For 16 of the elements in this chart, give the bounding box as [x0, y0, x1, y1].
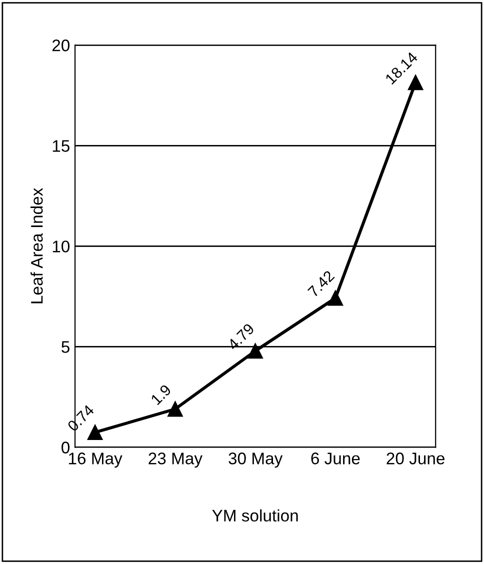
data-label: 0.74: [66, 404, 95, 432]
y-tick-label: 15: [52, 140, 70, 152]
x-tick-label: 6 June: [311, 452, 360, 464]
y-axis-title: Leaf Area Index: [30, 188, 43, 304]
y-tick-label: 10: [52, 240, 70, 252]
x-tick-label: 30 May: [228, 452, 283, 468]
data-label: 1.9: [150, 384, 172, 406]
x-axis-title: YM solution: [212, 509, 298, 522]
x-tick-label: 16 May: [69, 452, 122, 468]
x-tick-label: 23 May: [148, 452, 202, 468]
data-label: 7.42: [307, 270, 335, 298]
y-tick-label: 0: [62, 442, 70, 454]
y-tick-label: 20: [52, 40, 70, 52]
data-label: 4.79: [226, 322, 255, 351]
y-tick-label: 5: [62, 341, 70, 353]
x-tick-label: 20 June: [386, 452, 444, 464]
